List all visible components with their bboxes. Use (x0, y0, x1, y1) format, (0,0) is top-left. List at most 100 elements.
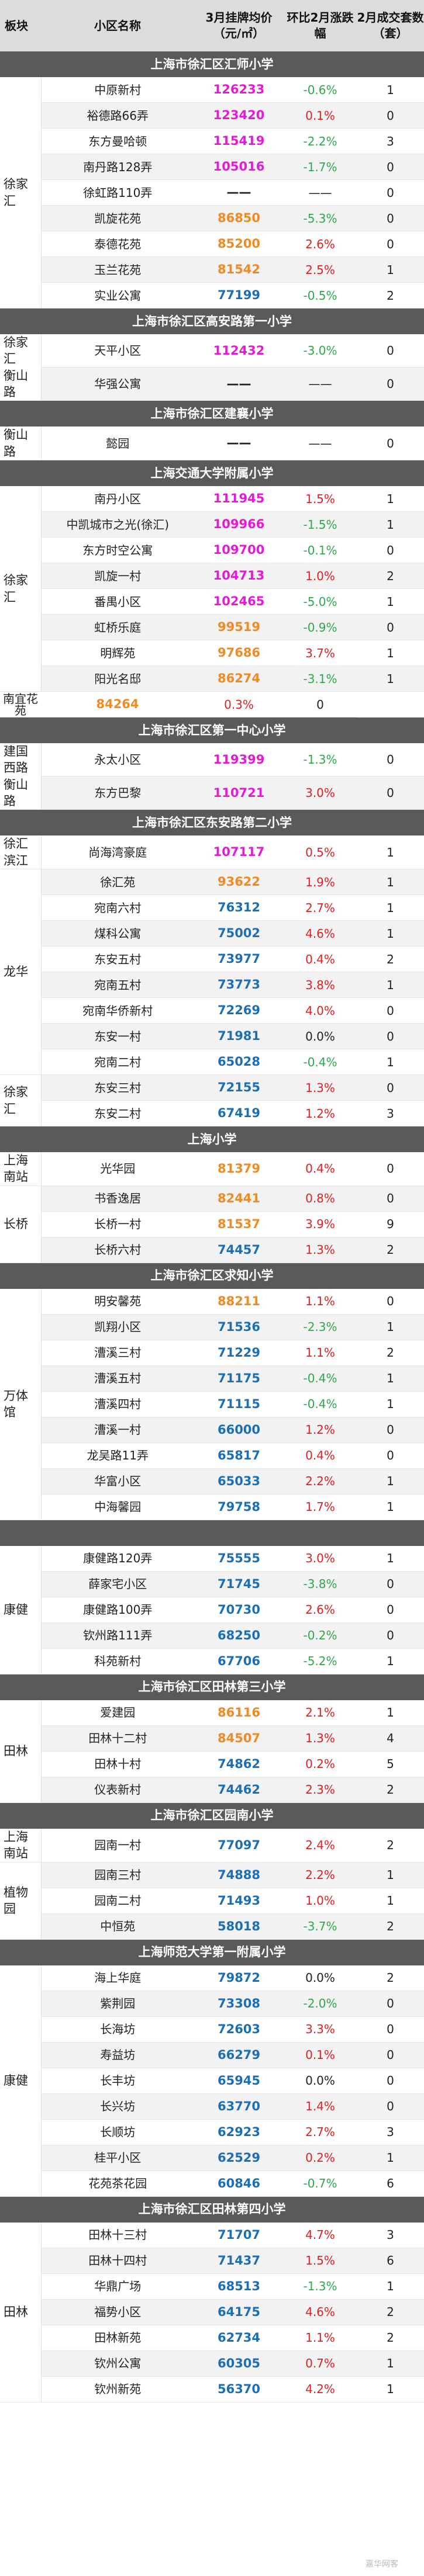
table-row: 泰德花苑 85200 2.6% 0 (0, 231, 424, 257)
deal-count: 2 (357, 282, 424, 308)
price-change: -1.7% (284, 154, 357, 180)
board-area-cell: 徐家汇 (0, 1074, 42, 1127)
section-header-row: 上海市徐汇区求知小学 (0, 1263, 424, 1289)
listing-price: 71229 (194, 1340, 284, 1366)
deal-count: 1 (357, 835, 424, 870)
community-name: 康健路100弄 (41, 1597, 194, 1623)
price-change: 4.6% (284, 920, 357, 947)
price-change: -3.0% (284, 334, 357, 368)
price-change: 2.6% (284, 1597, 357, 1623)
listing-price: 112432 (194, 334, 284, 368)
listing-price: 67706 (194, 1648, 284, 1674)
listing-price: 93622 (194, 869, 284, 896)
listing-price: 62529 (194, 2145, 284, 2171)
listing-price: 68250 (194, 1622, 284, 1649)
board-area-label: 汇 (4, 193, 16, 208)
deal-count: 2 (357, 1828, 424, 1863)
community-name: 中凯城市之光(徐汇) (41, 511, 194, 538)
price-change: —— (284, 427, 357, 461)
deal-count: 0 (357, 537, 424, 564)
price-change: —— (284, 367, 357, 401)
community-name: 田林新苑 (41, 2325, 194, 2351)
deal-count: 0 (357, 427, 424, 461)
deal-count: 0 (357, 1991, 424, 2017)
listing-price: 84264 (41, 691, 194, 718)
housing-price-table-page: 板块 小区名称 3月挂牌均价（元/㎡） 环比2月涨跌幅 2月成交套数（套） 上海… (0, 0, 424, 2402)
price-change: 1.9% (284, 869, 357, 896)
price-change: -0.5% (284, 282, 357, 308)
price-change: 1.3% (284, 1725, 357, 1752)
table-row: 长桥六村 74457 1.3% 2 (0, 1237, 424, 1263)
deal-count: 0 (357, 1023, 424, 1050)
board-area-label: 汇 (4, 590, 16, 604)
community-name: 宛南二村 (41, 1049, 194, 1076)
table-row: 田林新苑 62734 1.1% 2 (0, 2325, 424, 2351)
price-change: 0.4% (284, 1443, 357, 1469)
community-name: 东方时空公寓 (41, 537, 194, 564)
price-change: -0.2% (284, 1622, 357, 1649)
deal-count: 2 (357, 1777, 424, 1803)
listing-price: 72155 (194, 1074, 284, 1101)
community-name: 爱建园 (41, 1700, 194, 1726)
section-header-row: 上海小学 (0, 1126, 424, 1153)
table-row: 桂平小区 62529 0.2% 1 (0, 2145, 424, 2171)
deal-count: 0 (357, 743, 424, 777)
deal-count: 1 (357, 1314, 424, 1340)
deal-count: 0 (357, 614, 424, 641)
price-change: 4.2% (284, 2376, 357, 2402)
listing-price: 72603 (194, 2016, 284, 2043)
board-area-label: 徐汇 (4, 837, 28, 851)
table-row: 漕溪四村 71115 -0.4% 1 (0, 1391, 424, 1417)
table-row: 徐家汇衡山路天平小区 112432 -3.0% 0 (0, 334, 424, 401)
deal-count: 1 (357, 640, 424, 667)
table-row: 宛南华侨新村 72269 4.0% 0 (0, 997, 424, 1024)
header-deals: 2月成交套数（套） (357, 0, 424, 51)
price-change: 0.1% (284, 102, 357, 129)
price-change: 4.6% (284, 2299, 357, 2325)
deal-count: 0 (357, 1417, 424, 1443)
deal-count: 0 (357, 2068, 424, 2094)
deal-count: 1 (357, 869, 424, 896)
price-change: -0.9% (284, 614, 357, 641)
price-change: 2.5% (284, 256, 357, 283)
table-row: 宛南五村 73773 3.8% 1 (0, 972, 424, 998)
community-name: 长桥一村 (41, 1211, 194, 1237)
deal-count: 1 (357, 2350, 424, 2377)
listing-price: 74862 (194, 1751, 284, 1777)
community-name: 泰德花苑 (41, 231, 194, 257)
price-change: 2.1% (284, 1700, 357, 1726)
price-change: 1.0% (284, 563, 357, 590)
deal-count: 1 (357, 920, 424, 947)
listing-price: 56370 (194, 2376, 284, 2402)
community-name: 东安五村 (41, 946, 194, 973)
board-area-cell: 康健 (0, 1965, 42, 2197)
board-area-cell: 衡山路 (0, 427, 42, 461)
price-change: -0.7% (284, 2171, 357, 2197)
section-header-row: 上海交通大学附属小学 (0, 460, 424, 487)
community-name: 园南三村 (41, 1862, 194, 1888)
table-row: 长丰坊 65945 0.0% 0 (0, 2068, 424, 2094)
deal-count: 1 (357, 1391, 424, 1417)
price-change: 2.3% (284, 1777, 357, 1803)
table-row: 田林十二村 84507 1.3% 4 (0, 1725, 424, 1752)
board-area-label: 龙华 (4, 965, 28, 979)
listing-price: 105016 (194, 154, 284, 180)
community-name: 海上华庭 (41, 1965, 194, 1991)
table-row: 徐汇 滨江 尚海湾豪庭 107117 0.5% 1 (0, 835, 424, 870)
listing-price: 109966 (194, 511, 284, 538)
table-row: 龙吴路11弄 65817 0.4% 0 (0, 1443, 424, 1469)
listing-price: 85200 (194, 231, 284, 257)
price-change: 2.2% (284, 1468, 357, 1495)
table-row: 煤科公寓 75002 4.6% 1 (0, 920, 424, 947)
community-name: 龙吴路11弄 (41, 1443, 194, 1469)
price-change: 1.3% (284, 1237, 357, 1263)
table-row: 康健 海上华庭 79872 0.0% 2 (0, 1965, 424, 2197)
table-row: 阳光名邸 86274 -3.1% 1 (0, 665, 424, 692)
community-name: 长海坊 (41, 2016, 194, 2043)
board-area-label: 徐家 (4, 335, 28, 349)
board-area-label: 长桥 (4, 1217, 28, 1232)
deal-count: 6 (357, 2171, 424, 2197)
community-name: 钦州新苑 (41, 2376, 194, 2402)
community-name: 漕溪五村 (41, 1365, 194, 1392)
community-name: 田林十三村 (41, 2222, 194, 2248)
